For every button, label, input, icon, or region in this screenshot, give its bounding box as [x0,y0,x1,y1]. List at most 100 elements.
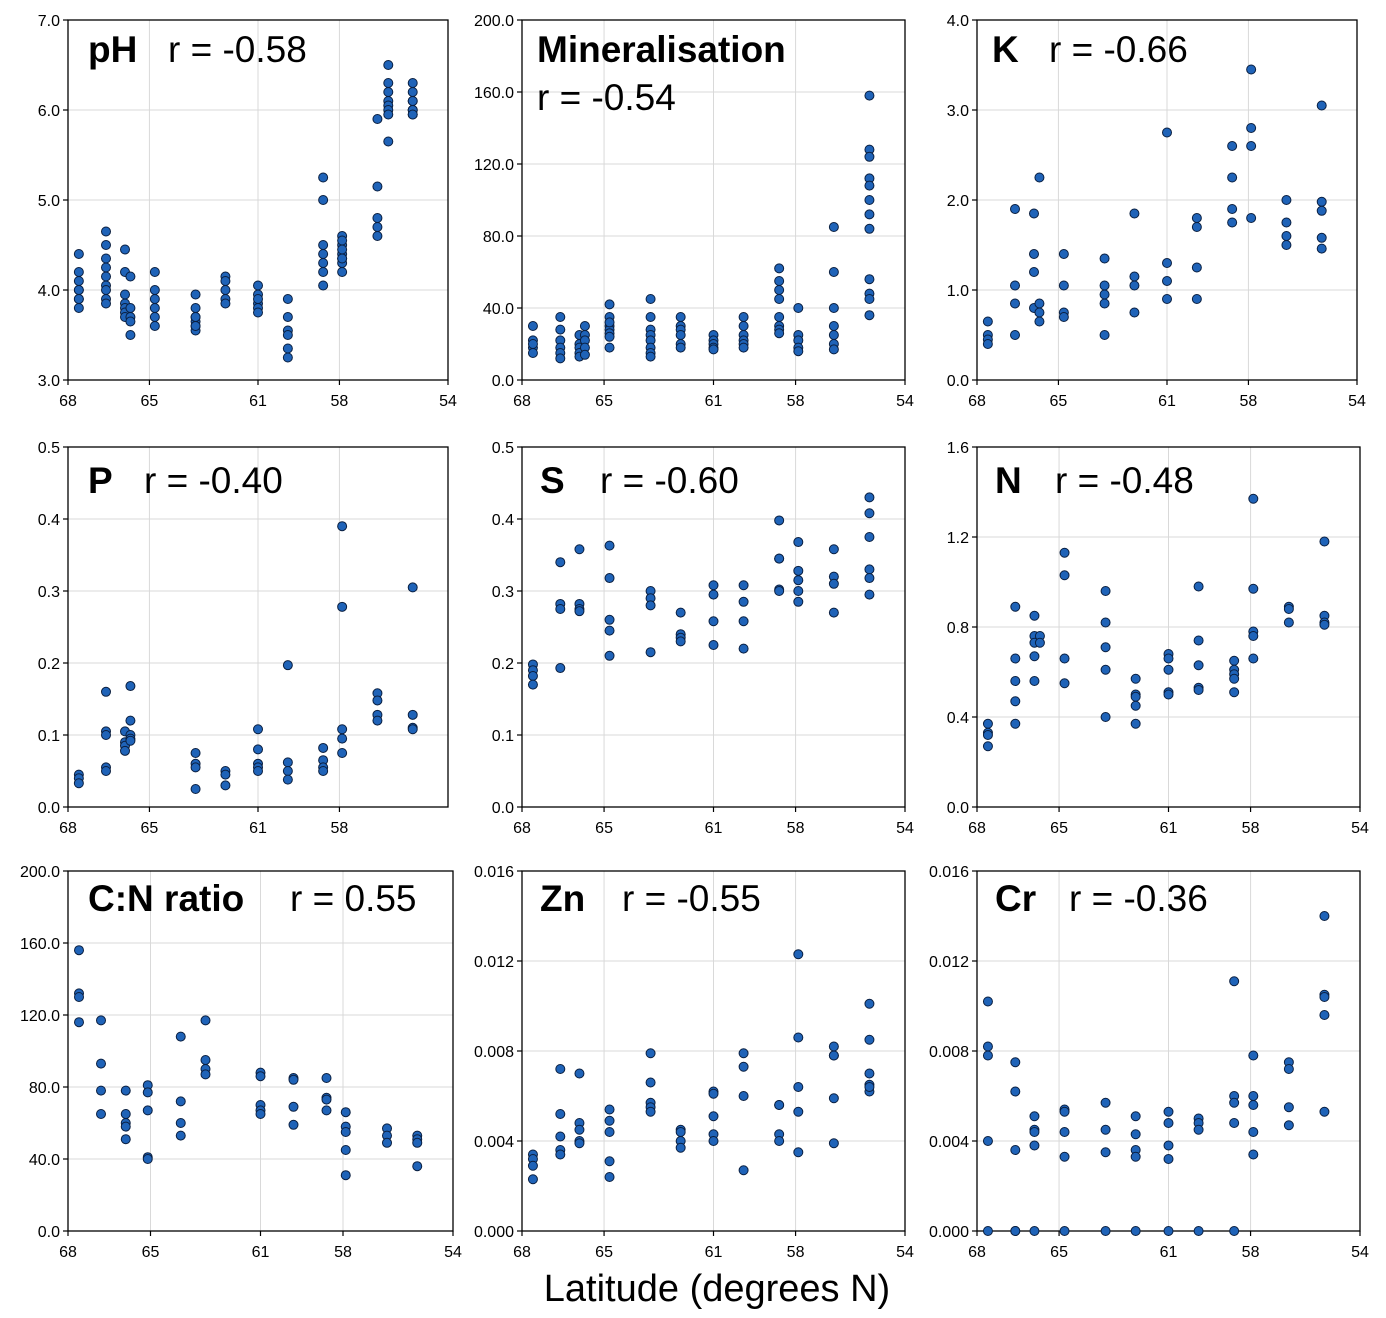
data-point [372,181,383,192]
data-point [1129,208,1140,219]
data-point [288,1074,299,1085]
x-tick-label: 54 [1351,820,1369,837]
data-point [864,492,875,503]
panel-title: K [992,29,1019,70]
data-point [738,1061,749,1072]
data-point [407,78,418,88]
data-point [101,240,111,250]
x-tick-label: 68 [59,1244,77,1261]
x-tick-label: 58 [1242,1244,1260,1261]
data-point [220,298,231,309]
data-point [1099,289,1110,300]
data-point [101,686,111,697]
data-point [255,1071,266,1082]
data-point [1029,249,1039,259]
data-point [793,346,804,357]
data-point [120,289,130,300]
data-point [708,1136,719,1146]
data-point [574,606,585,617]
data-point [1163,1106,1174,1117]
data-point [1162,258,1172,268]
data-point [1029,1226,1040,1236]
x-tick-label: 58 [331,820,349,837]
correlation-annotation: r = -0.66 [1049,29,1188,70]
data-point [604,573,615,584]
data-point [527,339,538,349]
data-point [1191,213,1202,223]
panel-title: Mineralisation [537,29,786,70]
data-point [604,1104,615,1115]
data-point [288,1119,299,1130]
data-point [1229,1118,1240,1128]
data-point [645,351,656,362]
data-point [864,294,875,304]
data-point [1248,631,1259,641]
data-point [101,285,111,295]
data-point [253,307,263,318]
correlation-annotation: r = 0.55 [290,878,417,919]
data-point [645,1077,656,1088]
x-axis-label: Latitude (degrees N) [543,1268,891,1310]
data-point [1034,172,1045,183]
data-point [1010,280,1020,291]
x-tick-label: 65 [595,820,613,837]
data-point [1229,673,1240,684]
y-tick-label: 4.0 [947,13,969,30]
data-point [645,312,656,322]
data-point [190,321,201,331]
data-point [74,945,84,956]
data-point [675,330,686,340]
data-point [828,1041,839,1052]
data-point [527,348,538,358]
data-point [864,1034,875,1045]
data-point [1193,635,1204,646]
data-point [1163,664,1174,675]
data-point [96,1058,106,1069]
data-point [149,303,160,313]
data-point [574,1068,585,1079]
panel-5: 0.0 0.1 0.2 0.3 0.4 0.5 68 65 61 58 54 S r = -0.60 [492,440,914,837]
data-point [555,1149,566,1160]
y-tick-label: 0.016 [474,864,514,881]
data-point [318,267,329,277]
panel-9: 0.000 0.004 0.008 0.012 0.016 68 65 61 58 54 Cr r =… [929,864,1369,1261]
x-tick-label: 58 [787,393,805,410]
data-point [120,1121,131,1132]
data-point [101,766,111,776]
data-point [604,317,615,328]
data-point [864,195,875,205]
y-tick-label: 0.0 [492,800,514,817]
data-point [149,321,160,331]
data-point [982,741,993,752]
data-point [828,1050,839,1061]
data-point [200,1055,211,1065]
panel-title: S [540,460,565,501]
data-point [73,276,84,286]
data-point [604,1115,615,1126]
data-point [1058,312,1069,322]
data-point [73,303,84,313]
data-point [73,249,84,259]
data-point [1163,1118,1174,1128]
data-point [555,353,566,364]
panel-3: 0.0 1.0 2.0 3.0 4.0 68 65 61 58 54 K r = -0.66 [947,13,1366,410]
data-point [645,647,656,658]
data-point [774,312,785,322]
data-point [175,1130,186,1141]
data-point [372,695,383,706]
data-point [1029,267,1039,277]
data-point [645,600,656,611]
data-point [604,614,615,625]
data-point [828,222,839,232]
data-point [340,1170,351,1181]
data-point [1227,217,1238,228]
data-point [282,330,293,340]
data-point [1246,141,1257,151]
data-point [1130,1151,1141,1162]
data-point [1162,127,1172,138]
data-point [864,151,875,162]
data-point [318,240,329,250]
data-point [73,285,84,295]
data-point [675,312,686,322]
data-point [372,114,383,124]
